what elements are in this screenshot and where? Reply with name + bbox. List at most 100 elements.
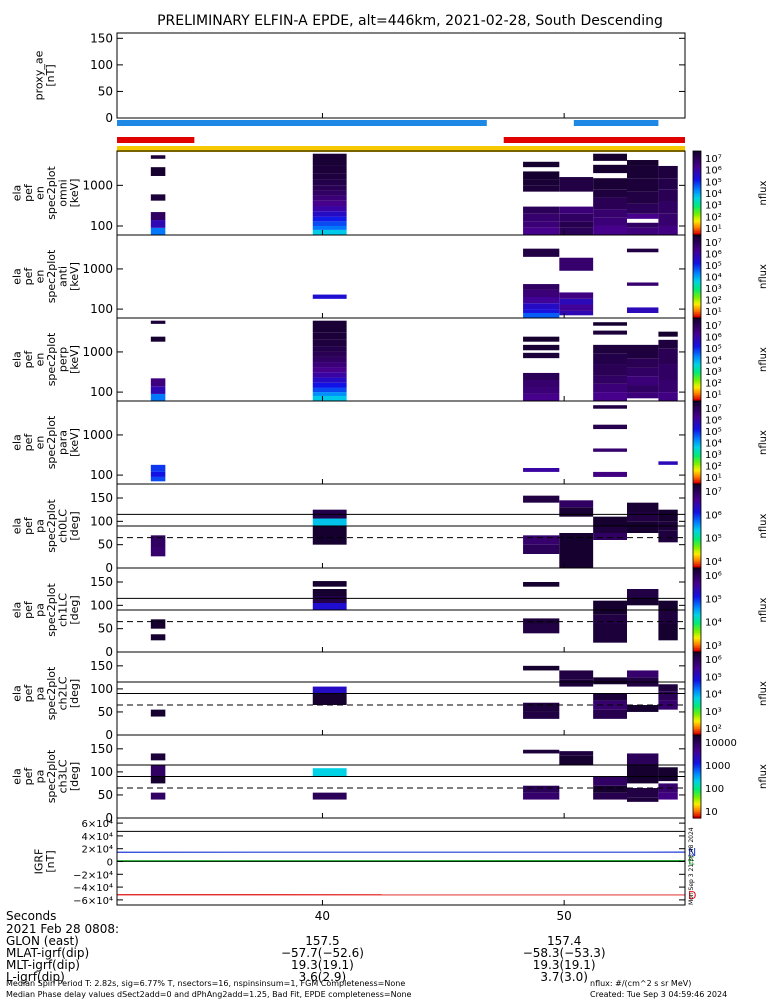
heatmap-cell-2 — [150, 764, 166, 777]
colorbar-swatch — [693, 544, 701, 548]
y-label-line-3: spec2plot — [45, 583, 58, 637]
colorbar-tick-label-2: 10⁵ — [705, 534, 722, 545]
colorbar-swatch — [693, 172, 701, 175]
y-label-line-5: [deg] — [68, 679, 81, 708]
panel-anti: 1001000elapefenspec2plotanti[keV]10⁷10⁶1… — [11, 234, 769, 319]
colorbar-swatch — [693, 318, 701, 321]
heatmap-cell-12 — [593, 785, 627, 793]
colorbar-label: nflux — [758, 513, 769, 538]
colorbar-swatch — [693, 582, 701, 586]
heatmap-cell-5 — [523, 665, 560, 671]
colorbar-swatch — [693, 815, 701, 819]
heatmap-cell-17 — [312, 173, 347, 180]
ephemeris-label-0: GLON (east) — [6, 934, 79, 948]
colorbar-swatch — [693, 299, 701, 302]
footer-line1-right: nflux: #/(cm^2 s sr MeV) — [590, 979, 691, 988]
x-tick-label-1: 50 — [557, 909, 572, 923]
colorbar-tick-label-2: 10⁴ — [705, 690, 722, 701]
colorbar-swatch — [693, 268, 701, 271]
heatmap-cell-0 — [150, 792, 166, 800]
footer-line1-left: Median Spin Period T: 2.82s, sig=6.77% T… — [6, 979, 405, 988]
colorbar-swatch — [693, 616, 701, 619]
heatmap-cell-8 — [559, 533, 594, 568]
ephemeris-value-2-0: 19.3(19.1) — [291, 958, 354, 972]
heatmap-cell-7 — [559, 670, 594, 680]
y-label-line-3: spec2plot — [45, 666, 58, 720]
colorbar-swatch — [693, 494, 701, 498]
colorbar-swatch — [693, 786, 701, 790]
heatmap-cell-16 — [658, 600, 678, 610]
colorbar-tick-label-3: 10³ — [705, 641, 722, 652]
heatmap-cell-25 — [523, 179, 560, 186]
colorbar-tick-label-4: 10² — [705, 724, 722, 735]
heatmap-cell-0 — [150, 227, 166, 235]
colorbar-swatch — [693, 517, 701, 521]
heatmap-cell-37 — [593, 189, 627, 198]
colorbar-swatch — [693, 488, 701, 491]
colorbar-swatch — [693, 505, 701, 508]
colorbar-swatch — [693, 599, 701, 603]
colorbar-swatch — [693, 465, 701, 468]
heatmap-cell-8 — [312, 382, 347, 388]
y-label-line-3: spec2plot — [45, 415, 58, 469]
colorbar-swatch — [693, 618, 701, 622]
heatmap-cell-10 — [593, 693, 627, 701]
heatmap-cell-7 — [593, 405, 627, 409]
ephemeris-label-1: MLAT-igrf(dip) — [6, 946, 89, 960]
colorbar-swatch — [693, 415, 701, 419]
heatmap-cell-14 — [312, 190, 347, 196]
colorbar-swatch — [693, 475, 701, 479]
y-label-line-1: [nT] — [44, 64, 57, 86]
heatmap-cell-11 — [593, 533, 627, 540]
heatmap-cell-30 — [593, 353, 627, 365]
colorbar-swatch — [693, 230, 701, 234]
colorbar-tick-label-5: 10² — [705, 379, 722, 390]
colorbar-tick-label-4: 10³ — [705, 201, 722, 212]
colorbar-tick-label-6: 10¹ — [705, 390, 722, 401]
heatmap-cell-35 — [626, 385, 659, 393]
ephemeris-value-2-1: 19.3(19.1) — [533, 958, 596, 972]
x-tick-label-0: 40 — [315, 909, 330, 923]
colorbar-swatch — [693, 151, 701, 154]
footer-line2-right: Created: Tue Sep 3 04:59:46 2024 — [590, 990, 727, 999]
colorbar-swatch — [693, 502, 701, 506]
heatmap-cell-1 — [150, 535, 166, 547]
colorbar-swatch — [693, 626, 701, 630]
heatmap-cell-14 — [658, 624, 678, 641]
colorbar-swatch — [693, 363, 701, 367]
colorbar-swatch — [693, 654, 701, 657]
heatmap-cell-14 — [312, 351, 347, 357]
y-tick-label-0: 100 — [90, 219, 113, 233]
colorbar-swatch — [693, 589, 701, 592]
heatmap-cell-1 — [150, 471, 166, 477]
colorbar-swatch — [693, 386, 701, 390]
colorbar-swatch — [693, 683, 701, 686]
colorbar-swatch — [693, 761, 701, 765]
colorbar-tick-label-2: 10⁵ — [705, 261, 722, 272]
heatmap-cell-1 — [150, 386, 166, 394]
ephemeris-label-3: L-igrf(dip) — [6, 970, 65, 984]
heatmap-cell-6 — [523, 624, 560, 634]
colorbar-swatch — [693, 157, 701, 160]
heatmap-cell-12 — [312, 362, 347, 368]
colorbar-swatch — [693, 624, 701, 628]
colorbar-swatch — [693, 226, 701, 230]
colorbar-swatch — [693, 490, 701, 493]
colorbar-swatch — [693, 390, 701, 394]
colorbar-swatch — [693, 448, 701, 452]
colorbar-swatch — [693, 353, 701, 356]
colorbar-swatch — [693, 384, 701, 388]
ephemeris-label-2: MLT-igrf(dip) — [6, 958, 80, 972]
heatmap-cell-3 — [523, 711, 560, 719]
y-tick-label-3: 150 — [90, 31, 113, 45]
heatmap-cell-3 — [150, 753, 166, 761]
heatmap-cell-30 — [559, 213, 594, 222]
colorbar-swatch — [693, 534, 701, 538]
y-tick-label-3: 150 — [90, 659, 113, 673]
colorbar-swatch — [693, 452, 701, 456]
heatmap-cell-44 — [658, 339, 678, 349]
heatmap-cell-7 — [523, 785, 560, 793]
colorbar-swatch — [693, 297, 701, 300]
colorbar-swatch — [693, 369, 701, 373]
